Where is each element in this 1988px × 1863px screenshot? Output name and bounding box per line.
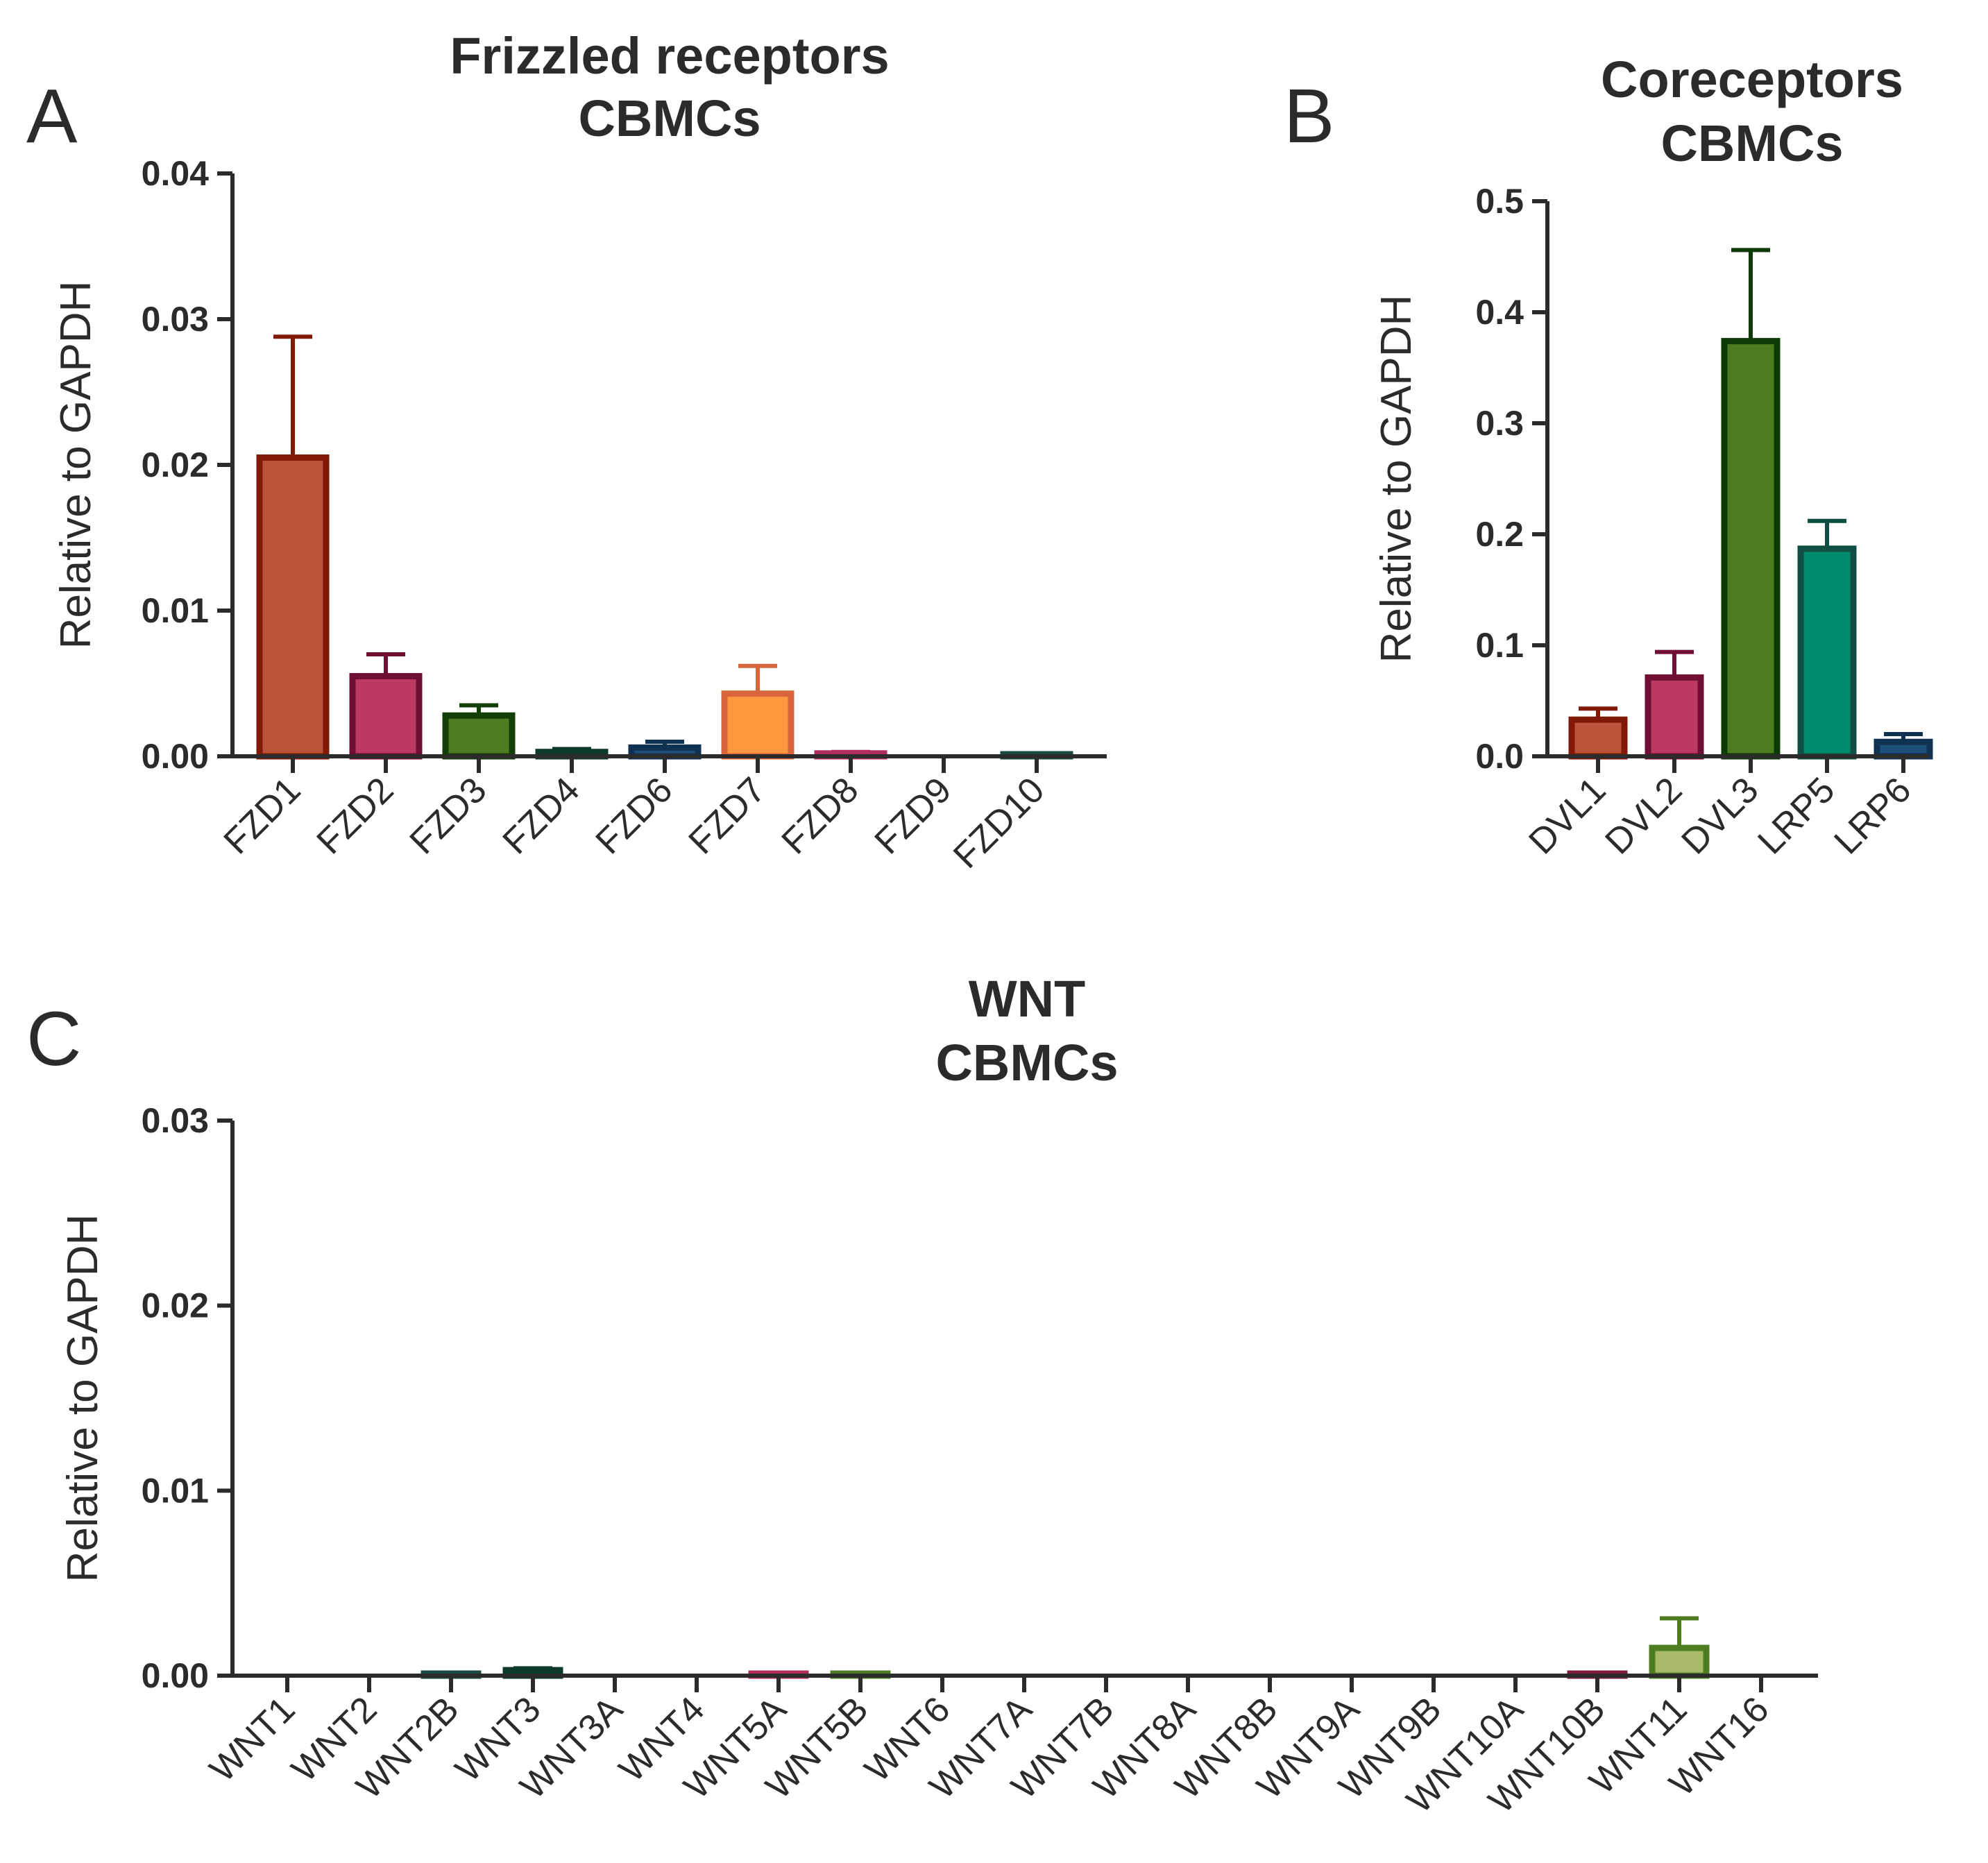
panel-a-y-tick-label: 0.04: [142, 154, 210, 193]
panel-c-y-axis-label: Relative to GAPDH: [59, 1214, 107, 1583]
panel-c-y-tick-label: 0.01: [142, 1471, 209, 1510]
panel-b-y-tick-label: 0.1: [1475, 626, 1524, 665]
panel-a-x-tick-label: FZD10: [946, 769, 1052, 876]
panel-c-bar-wnt11: [1649, 1644, 1710, 1679]
panel-a: A Frizzled receptors CBMCs Relative to G…: [26, 27, 1107, 876]
panel-b-bar-lrp5: [1797, 545, 1857, 760]
panel-b-x-tick-label: LRP5: [1750, 769, 1842, 862]
panel-c-y-tick-label: 0.00: [142, 1656, 209, 1695]
panel-b-x-tick-label: DVL2: [1597, 769, 1690, 862]
panel-b-y-tick-label: 0.5: [1475, 182, 1524, 221]
panel-b-bar-dvl1: [1568, 716, 1628, 760]
panel-c-y-ticks: 0.00 0.01 0.02 0.03: [142, 1101, 232, 1695]
panel-b-letter: B: [1284, 74, 1334, 159]
panel-b-x-tick-label: DVL3: [1674, 769, 1766, 862]
panel-c-axes: [230, 1121, 1818, 1678]
panel-c-error-bars: [513, 1616, 1699, 1671]
panel-b-y-tick-label: 0.3: [1475, 404, 1524, 443]
panel-b-bar-dvl3: [1721, 338, 1781, 760]
panel-a-bar-fzd3: [442, 712, 516, 760]
panel-b-y-ticks: 0.0 0.1 0.2 0.3 0.4 0.5: [1475, 182, 1547, 776]
panel-b-bar-dvl2: [1645, 674, 1704, 760]
panel-a-y-tick-label: 0.02: [142, 445, 209, 484]
panel-a-y-tick-label: 0.03: [142, 300, 209, 339]
panel-a-y-tick-label: 0.01: [142, 591, 209, 630]
panel-b-y-tick-label: 0.2: [1475, 515, 1524, 554]
panel-b-title: Coreceptors: [1601, 51, 1903, 108]
panel-b-subtitle: CBMCs: [1660, 114, 1843, 172]
panel-a-y-tick-label: 0.00: [142, 737, 209, 776]
panel-a-x-tick-label: FZD6: [588, 769, 681, 862]
panel-b-y-tick-label: 0.0: [1475, 737, 1524, 776]
panel-a-x-tick-label: FZD3: [402, 769, 495, 862]
panel-a-bar-fzd2: [349, 673, 423, 760]
panel-b-y-axis-label: Relative to GAPDH: [1373, 295, 1420, 663]
panel-a-x-tick-label: FZD2: [309, 769, 402, 862]
panel-a-subtitle: CBMCs: [578, 90, 761, 147]
panel-a-bar-fzd1: [256, 454, 330, 760]
panel-a-x-tick-label: FZD4: [495, 769, 588, 862]
panel-b-axes: [1545, 201, 1929, 758]
panel-b-error-bars: [1579, 248, 1923, 742]
panel-a-title: Frizzled receptors: [450, 27, 889, 85]
panel-a-x-tick-label: FZD8: [774, 769, 867, 862]
panel-c-title: WNT: [969, 970, 1086, 1028]
panel-a-y-ticks: 0.00 0.01 0.02 0.03 0.04: [142, 154, 232, 776]
panel-c-bars: [420, 1644, 1710, 1679]
panel-c-x-tick-label: WNT1: [202, 1689, 303, 1789]
panel-b: B Coreceptors CBMCs Relative to GAPDH 0.…: [1284, 51, 1933, 862]
panel-c-x-ticks: WNT1WNT2WNT2BWNT3WNT3AWNT4WNT5AWNT5BWNT6…: [202, 1676, 1776, 1821]
panel-c: C WNT CBMCs Relative to GAPDH 0.000.010.…: [26, 970, 1818, 1821]
panel-c-y-tick-label: 0.02: [142, 1286, 209, 1325]
panel-a-axes: [230, 173, 1107, 758]
panel-a-x-tick-label: FZD7: [681, 769, 774, 862]
panel-b-y-tick-label: 0.4: [1475, 293, 1524, 332]
panel-c-letter: C: [26, 996, 81, 1082]
panel-b-x-tick-label: LRP6: [1826, 769, 1919, 862]
panel-c-subtitle: CBMCs: [935, 1034, 1118, 1091]
panel-a-bar-fzd7: [721, 690, 795, 760]
panel-a-y-axis-label: Relative to GAPDH: [52, 281, 100, 649]
panel-a-bars: [256, 454, 1073, 760]
panel-b-bar-lrp6: [1874, 738, 1933, 760]
panel-a-error-bars: [273, 334, 870, 754]
panel-b-bars: [1568, 338, 1933, 760]
panel-a-x-tick-label: FZD1: [216, 769, 309, 862]
panel-b-x-tick-label: DVL1: [1521, 769, 1613, 862]
panel-c-y-tick-label: 0.03: [142, 1101, 209, 1140]
panel-a-letter: A: [26, 74, 78, 159]
